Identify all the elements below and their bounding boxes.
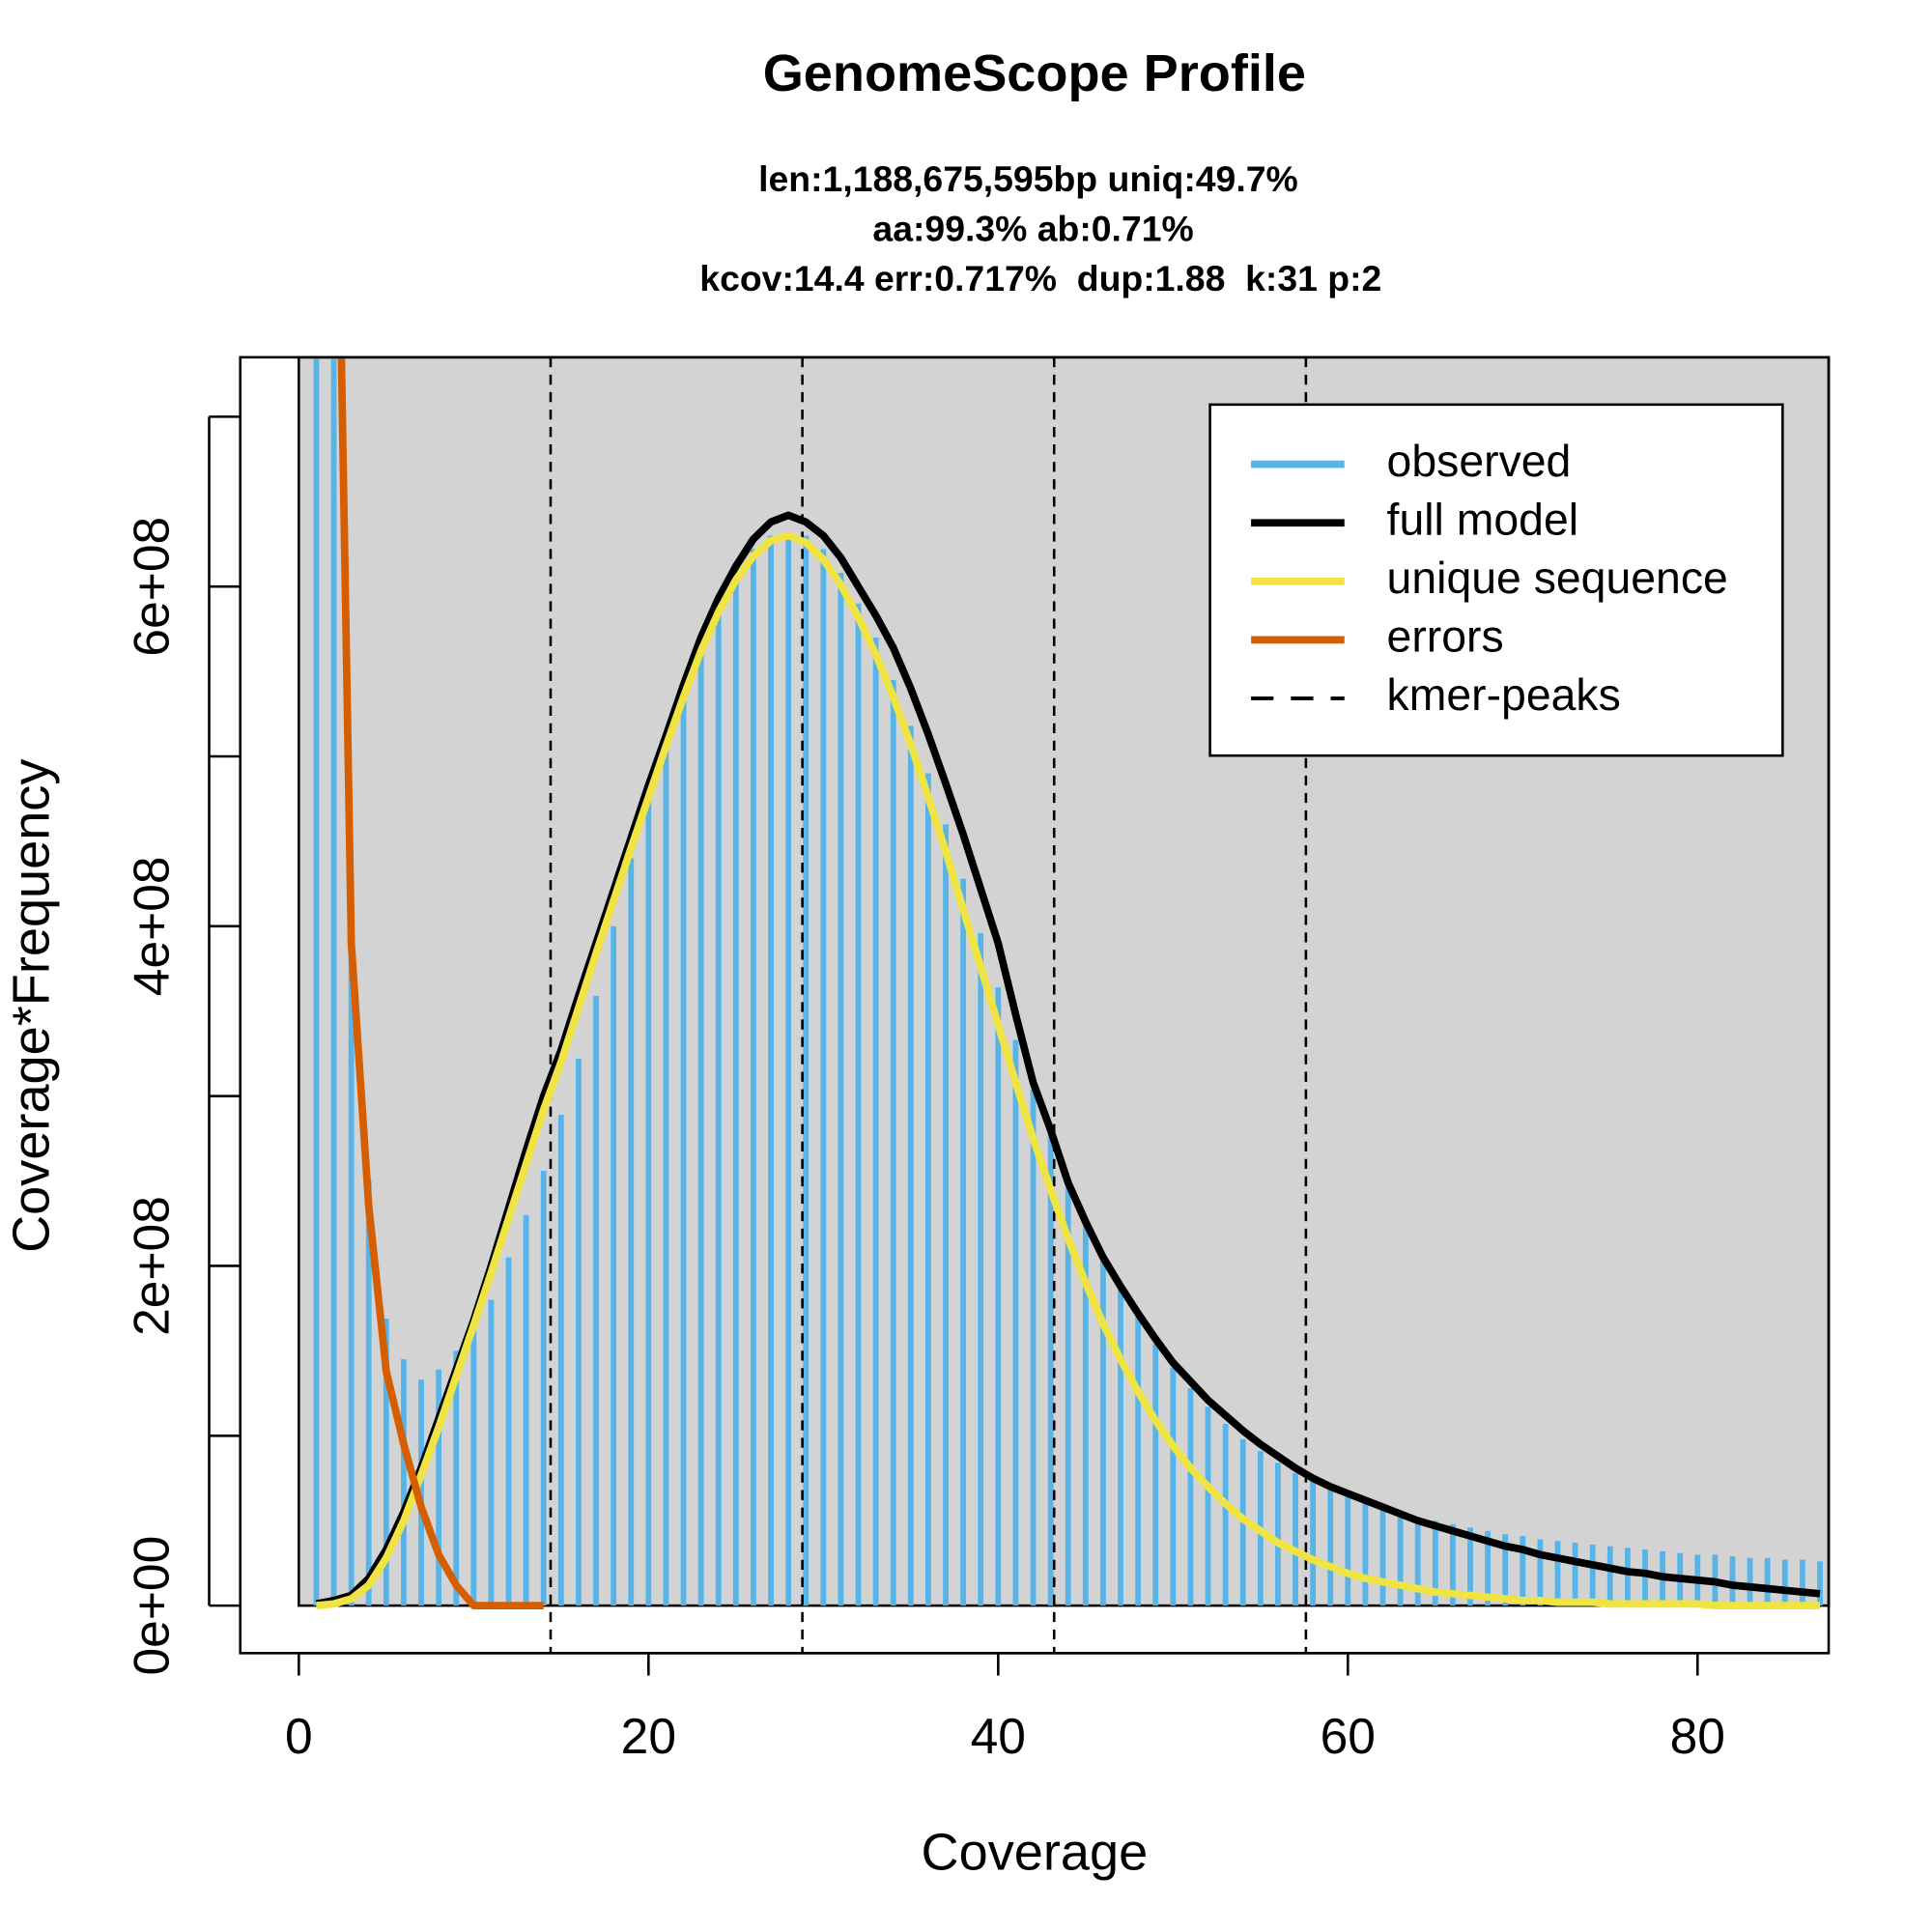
subtitle: len:1,188,675,595bp uniq:49.7% [758, 158, 1298, 199]
subtitle: aa:99.3% ab:0.71% [872, 209, 1193, 249]
legend: observed full model unique sequence errors k… [1208, 403, 1784, 757]
y-tick-label: 4e+08 [124, 856, 180, 996]
legend-label: unique sequence [1387, 553, 1728, 603]
x-tick-label: 20 [621, 1708, 676, 1764]
y-tick-label: 0e+00 [124, 1536, 180, 1676]
chart-title: GenomeScope Profile [763, 44, 1306, 102]
x-axis-label: Coverage [922, 1824, 1149, 1882]
y-tick-label: 6e+08 [124, 517, 180, 657]
plot-area [313, 356, 1823, 1654]
legend-label: errors [1387, 611, 1504, 662]
x-tick-label: 0 [285, 1708, 313, 1764]
legend-label: kmer-peaks [1387, 669, 1621, 720]
legend-label: full model [1387, 494, 1578, 544]
y-tick-label: 2e+08 [124, 1196, 180, 1336]
line-series [316, 531, 1820, 1609]
line-series [337, 356, 544, 1609]
subtitle: kcov:14.4 err:0.717% dup:1.88 k:31 p:2 [699, 258, 1381, 298]
x-tick-label: 40 [971, 1708, 1026, 1764]
x-tick-label: 60 [1321, 1708, 1376, 1764]
x-tick-label: 80 [1670, 1708, 1725, 1764]
legend-label: observed [1387, 436, 1572, 486]
y-axis-label: Coverage*Frequency [2, 759, 60, 1253]
